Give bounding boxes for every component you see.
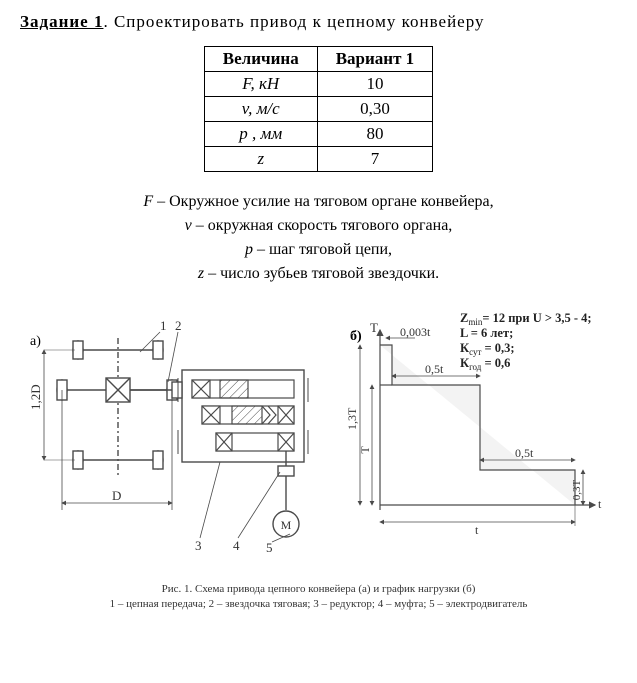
- cell-v: 10: [317, 72, 432, 97]
- label-b: б): [350, 329, 362, 344]
- cell-q: v, м/с: [204, 97, 317, 122]
- dim-12D: 1,2D: [28, 384, 43, 410]
- task-header: Задание 1. Спроектировать привод к цепно…: [20, 12, 617, 32]
- motor-label: М: [281, 518, 292, 532]
- callout-5: 5: [266, 540, 273, 555]
- table-row: z 7: [204, 147, 432, 172]
- dim-D: D: [112, 488, 121, 503]
- callout-2: 2: [175, 318, 182, 333]
- notes-block: Zmin= 12 при U > 3,5 - 4; L = 6 лет; Ксу…: [460, 311, 592, 372]
- dim-t: t: [598, 497, 602, 511]
- dim-t-bottom: t: [475, 523, 479, 537]
- legend-block: F – Окружное усилие на тяговом органе ко…: [20, 190, 617, 286]
- cell-q: z: [204, 147, 317, 172]
- cell-q: F, кН: [204, 72, 317, 97]
- callout-1: 1: [160, 318, 167, 333]
- svg-text:Ксут = 0,3;: Ксут = 0,3;: [460, 341, 515, 357]
- task-label: Задание 1: [20, 12, 103, 31]
- col-variant: Вариант 1: [317, 47, 432, 72]
- table-row: v, м/с 0,30: [204, 97, 432, 122]
- dim-03T: 0,3T: [571, 479, 583, 500]
- dim-0003t: 0,003t: [400, 325, 431, 339]
- label-a: а): [30, 334, 41, 349]
- figure-area: а) б): [20, 310, 617, 580]
- legend-sym: v: [185, 217, 192, 234]
- table-header-row: Величина Вариант 1: [204, 47, 432, 72]
- cell-v: 7: [317, 147, 432, 172]
- dim-05t-b: 0,5t: [515, 446, 534, 460]
- note-L: L = 6 лет;: [460, 326, 513, 340]
- legend-text: – Окружное усилие на тяговом органе конв…: [153, 193, 494, 210]
- legend-text: – окружная скорость тягового органа,: [192, 217, 453, 234]
- cell-v: 0,30: [317, 97, 432, 122]
- table-row: p , мм 80: [204, 122, 432, 147]
- legend-sym: F: [143, 193, 153, 210]
- cell-q: p , мм: [204, 122, 317, 147]
- dim-13T: 1,3T: [345, 407, 359, 430]
- caption-line-1: Рис. 1. Схема привода цепного конвейера …: [20, 582, 617, 597]
- legend-sym: p: [245, 241, 253, 258]
- callout-3: 3: [195, 538, 202, 553]
- task-sep: .: [103, 12, 114, 31]
- svg-text:T: T: [370, 320, 378, 335]
- callout-4: 4: [233, 538, 240, 553]
- dim-T: T: [358, 446, 372, 454]
- figure-svg: а) б): [20, 310, 617, 580]
- legend-text: – число зубьев тяговой звездочки.: [204, 265, 439, 282]
- task-text: Спроектировать привод к цепному конвейер…: [114, 12, 485, 31]
- table-row: F, кН 10: [204, 72, 432, 97]
- svg-text:Zmin= 12 при U > 3,5 - 4;: Zmin= 12 при U > 3,5 - 4;: [460, 311, 592, 327]
- caption-line-2: 1 – цепная передача; 2 – звездочка тягов…: [20, 597, 617, 612]
- cell-v: 80: [317, 122, 432, 147]
- dim-05t-a: 0,5t: [425, 362, 444, 376]
- diagram-a: D 1,2D 1 2: [28, 318, 308, 555]
- legend-text: – шаг тяговой цепи,: [253, 241, 392, 258]
- parameters-table: Величина Вариант 1 F, кН 10 v, м/с 0,30 …: [204, 46, 433, 172]
- figure-caption: Рис. 1. Схема привода цепного конвейера …: [20, 582, 617, 612]
- col-quantity: Величина: [204, 47, 317, 72]
- svg-text:Кгод = 0,6: Кгод = 0,6: [460, 356, 510, 372]
